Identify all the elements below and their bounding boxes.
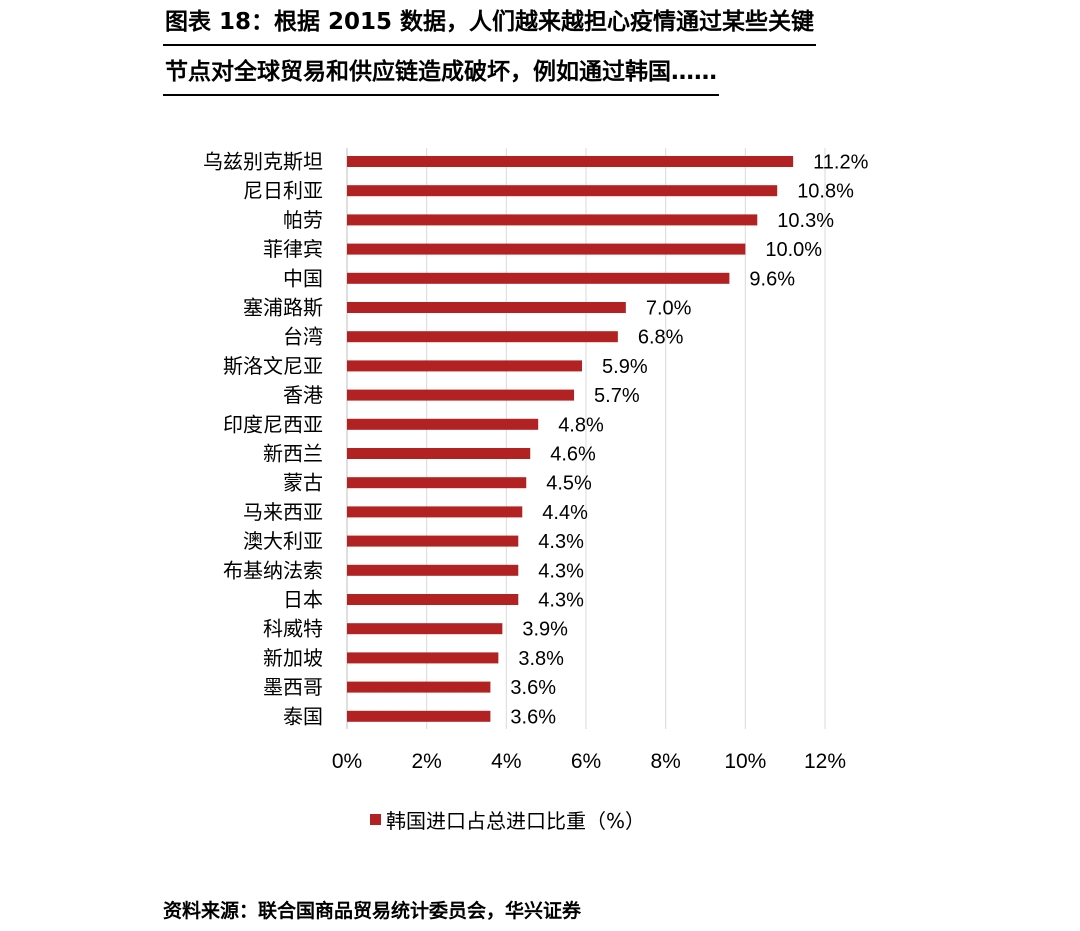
bar [347,185,778,197]
value-label: 4.3% [538,560,584,582]
bar [347,652,499,664]
category-label: 泰国 [283,704,323,728]
bar [347,302,626,313]
value-label: 6.8% [638,327,684,349]
bar [347,448,531,459]
bar [347,272,730,284]
title-line-1: 图表 18：根据 2015 数据，人们越来越担心疫情通过某些关键 [163,0,817,46]
category-label: 帕劳 [283,208,323,232]
x-axis-tick-labels: 0% 2% 4% 6% 8% 10% 12% [332,750,846,773]
value-labels: 11.2% 10.8% 10.3% 10.0% 9.6% 7.0% 6.8% 5.9% 5.7%… [510,152,868,729]
category-label: 蒙古 [283,471,323,495]
value-label: 4.3% [538,590,584,612]
category-label: 澳大利亚 [243,529,323,553]
bar [347,477,527,489]
category-label: 尼日利亚 [243,179,323,203]
source-note: 资料来源：联合国商品贸易统计委员会，华兴证券 [163,900,582,922]
value-label: 5.9% [602,356,648,378]
value-label: 9.6% [749,268,795,290]
value-label: 3.6% [510,706,556,728]
bar [347,623,503,635]
bar [347,360,583,372]
bar [347,214,758,226]
x-tick-label: 6% [571,750,601,773]
category-label: 日本 [283,588,323,612]
value-label: 7.0% [646,298,692,320]
value-label: 4.8% [558,414,604,436]
bar [347,418,539,430]
bar [347,506,523,518]
bar [347,681,491,693]
bars [347,156,794,722]
value-label: 5.7% [594,385,640,407]
bar [347,331,618,343]
category-label: 科威特 [263,617,323,641]
legend-swatch [370,814,381,825]
x-tick-label: 8% [650,750,680,773]
bar [347,710,491,722]
category-labels: 乌兹别克斯坦尼日利亚帕劳菲律宾中国塞浦路斯台湾斯洛文尼亚香港印度尼西亚新西兰蒙古… [203,150,323,729]
category-label: 塞浦路斯 [243,296,323,320]
bar [347,564,519,576]
x-tick-label: 4% [491,750,521,773]
category-label: 斯洛文尼亚 [223,354,323,378]
value-label: 4.4% [542,502,588,524]
value-label: 4.5% [546,473,592,495]
value-label: 4.3% [538,531,584,553]
category-label: 墨西哥 [263,675,323,699]
x-tick-label: 2% [411,750,441,773]
category-label: 香港 [283,383,323,407]
category-label: 台湾 [283,325,323,349]
x-tick-label: 12% [804,750,846,773]
bar [347,243,746,255]
category-label: 中国 [283,266,323,290]
bar [347,389,575,401]
category-label: 新加坡 [263,646,323,670]
x-tick-label: 10% [724,750,766,773]
value-label: 11.2% [813,152,868,174]
value-label: 3.6% [510,677,556,699]
value-label: 3.9% [522,619,568,641]
bar [347,594,519,605]
category-label: 马来西亚 [243,500,323,524]
legend-label: 韩国进口占总进口比重（%） [386,809,645,833]
title-line-2: 节点对全球贸易和供应链造成破坏，例如通过韩国…… [163,50,719,96]
value-label: 10.0% [765,239,822,261]
x-tick-label: 0% [332,750,362,773]
value-label: 4.6% [550,444,596,466]
legend: 韩国进口占总进口比重（%） [370,809,645,833]
category-label: 乌兹别克斯坦 [203,150,323,174]
value-label: 3.8% [518,648,564,670]
value-label: 10.8% [797,181,854,203]
value-label: 10.3% [777,210,834,232]
gridlines [346,148,826,729]
category-label: 菲律宾 [263,237,323,261]
bar [347,156,794,167]
category-label: 印度尼西亚 [223,412,323,436]
bar [347,535,519,547]
category-label: 新西兰 [263,442,323,466]
category-label: 布基纳法索 [223,558,323,582]
